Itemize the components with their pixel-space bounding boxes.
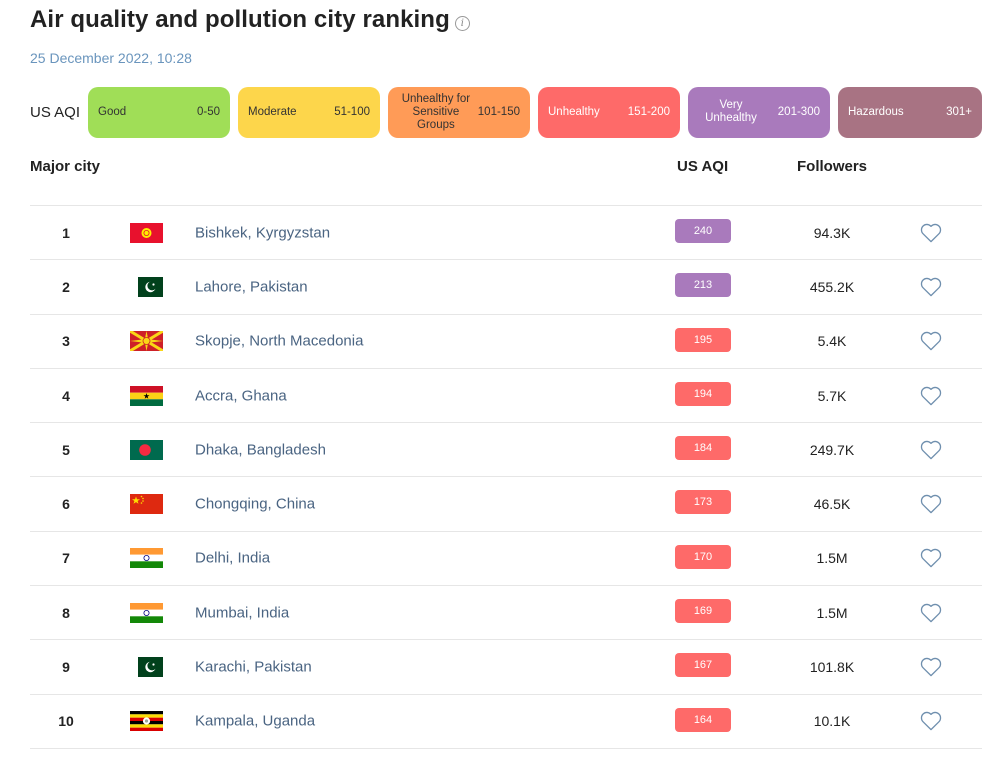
info-icon[interactable]: i	[454, 15, 470, 31]
rank: 9	[62, 659, 70, 676]
legend-chip-range: 101-150	[477, 106, 520, 118]
legend-chip-range: 0-50	[196, 106, 220, 118]
aqi-legend: US AQI Good 0-50 Moderate 51-100 Unhealthy f…	[30, 86, 982, 138]
heart-icon[interactable]	[920, 277, 942, 297]
followers-count: 1.5M	[816, 550, 848, 567]
table-row[interactable]: 1 Bishkek, Kyrgyzstan 240 94.3K	[30, 206, 982, 261]
city-link[interactable]: Kampala, Uganda	[195, 712, 316, 730]
rank: 7	[62, 550, 70, 567]
table-row[interactable]: 6 Chongqing, China 173 46.5K	[30, 477, 982, 532]
city-link[interactable]: Delhi, India	[195, 549, 271, 567]
legend-chip-very-unhealthy: Very Unhealthy 201-300	[688, 86, 830, 138]
aqi-badge: 184	[675, 436, 731, 461]
rank: 8	[62, 604, 70, 621]
followers-count: 5.4K	[817, 333, 847, 350]
city-link[interactable]: Skopje, North Macedonia	[195, 332, 364, 350]
city-link[interactable]: Mumbai, India	[195, 604, 290, 622]
legend-chip-name: Very Unhealthy	[705, 99, 757, 124]
aqi-badge: 195	[675, 327, 731, 352]
table-header: Major city US AQI Followers	[30, 158, 982, 178]
heart-icon[interactable]	[920, 494, 942, 514]
legend-chip-name: Hazardous	[848, 105, 904, 118]
legend-chip-range: 301+	[946, 106, 972, 118]
pakistan-flag	[130, 276, 163, 297]
rank: 6	[62, 496, 70, 513]
followers-count: 1.5M	[816, 604, 848, 621]
table-row[interactable]: 5 Dhaka, Bangladesh 184 249.7K	[30, 423, 982, 478]
city-link[interactable]: Bishkek, Kyrgyzstan	[195, 224, 331, 242]
page-title: Air quality and pollution city ranking	[30, 6, 450, 33]
legend-chip-range: 151-200	[627, 106, 670, 118]
legend-chip-name: Moderate	[248, 105, 297, 118]
rank: 4	[62, 387, 70, 404]
table-row[interactable]: 10 Kampala, Uganda 164 10.1K	[30, 695, 982, 749]
aqi-badge: 170	[675, 544, 731, 569]
ghana-flag	[130, 385, 163, 406]
city-link[interactable]: Chongqing, China	[195, 495, 316, 513]
header-major-city[interactable]: Major city	[30, 158, 101, 175]
heart-icon[interactable]	[920, 711, 942, 731]
header-us-aqi[interactable]: US AQI	[677, 158, 729, 175]
city-link[interactable]: Accra, Ghana	[195, 387, 287, 405]
bangladesh-flag	[130, 439, 163, 460]
heart-icon[interactable]	[920, 603, 942, 623]
title-row: Air quality and pollution city ranking i	[30, 6, 470, 34]
followers-count: 5.7K	[817, 387, 847, 404]
table-row[interactable]: 2 Lahore, Pakistan 213 455.2K	[30, 260, 982, 315]
city-link[interactable]: Dhaka, Bangladesh	[195, 441, 326, 459]
china-flag	[130, 494, 163, 515]
aqi-badge: 169	[675, 599, 731, 624]
followers-count: 46.5K	[813, 496, 851, 513]
aqi-badge: 240	[675, 219, 731, 243]
kyrgyzstan-flag	[130, 222, 163, 243]
rank: 2	[62, 278, 70, 295]
legend-chip-range: 201-300	[777, 106, 820, 118]
update-date: 25 December 2022, 10:28	[30, 50, 192, 66]
rank: 3	[62, 333, 70, 350]
aqi-badge: 194	[675, 381, 731, 406]
legend-chip-good: Good 0-50	[88, 86, 230, 138]
legend-chip-moderate: Moderate 51-100	[238, 86, 380, 138]
table-row[interactable]: 8 Mumbai, India 169 1.5M	[30, 586, 982, 641]
legend-chip-name: Good	[98, 105, 127, 118]
aqi-badge: 164	[675, 707, 731, 732]
aqi-badge: 173	[675, 490, 731, 515]
table-row[interactable]: 7 Delhi, India 170 1.5M	[30, 532, 982, 587]
heart-icon[interactable]	[920, 440, 942, 460]
aqi-badge: 167	[675, 653, 731, 678]
legend-chip-unhealthy-for-sensitive-groups: Unhealthy for Sensitive Groups 101-150	[388, 86, 530, 138]
legend-label: US AQI	[30, 103, 81, 121]
city-link[interactable]: Karachi, Pakistan	[195, 658, 312, 676]
legend-chip-hazardous: Hazardous 301+	[838, 86, 982, 138]
heart-icon[interactable]	[920, 223, 942, 243]
heart-icon[interactable]	[920, 331, 942, 351]
aqi-badge: 213	[675, 273, 731, 298]
followers-count: 455.2K	[809, 278, 855, 295]
rank: 10	[58, 713, 74, 730]
heart-icon[interactable]	[920, 386, 942, 406]
legend-chip-name: Unhealthy	[548, 105, 600, 118]
heart-icon[interactable]	[920, 657, 942, 677]
header-followers[interactable]: Followers	[797, 158, 868, 175]
legend-chip-name: Unhealthy for Sensitive Groups	[401, 92, 471, 131]
followers-count: 101.8K	[809, 659, 855, 676]
uganda-flag	[130, 711, 163, 732]
legend-chip-unhealthy: Unhealthy 151-200	[538, 86, 680, 138]
table-row[interactable]: 3 Skopje, North Macedonia 195 5.4K	[30, 315, 982, 369]
north-macedonia-flag	[130, 331, 163, 352]
india-flag	[130, 602, 163, 623]
table-row[interactable]: 4 Accra, Ghana 194 5.7K	[30, 369, 982, 424]
rank: 5	[62, 441, 70, 458]
city-link[interactable]: Lahore, Pakistan	[195, 278, 308, 296]
pakistan-flag	[130, 657, 163, 678]
rank: 1	[62, 224, 70, 241]
followers-count: 249.7K	[809, 441, 855, 458]
followers-count: 94.3K	[813, 224, 851, 241]
ranking-table: 1 Bishkek, Kyrgyzstan 240 94.3K 2 Lahore, Pak…	[30, 205, 982, 749]
india-flag	[130, 548, 163, 569]
heart-icon[interactable]	[920, 548, 942, 568]
legend-chip-range: 51-100	[334, 106, 370, 118]
table-row[interactable]: 9 Karachi, Pakistan 167 101.8K	[30, 640, 982, 695]
followers-count: 10.1K	[813, 713, 851, 730]
